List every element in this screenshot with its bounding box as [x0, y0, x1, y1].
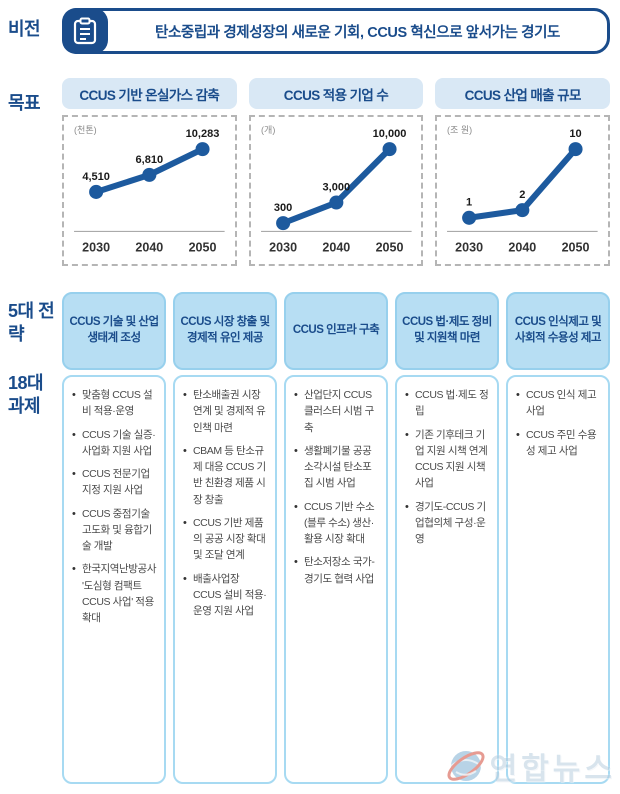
data-point-label: 10,283	[186, 129, 220, 141]
chart-unit-label: (조 원)	[447, 125, 472, 135]
task-item: CCUS 기반 제품의 공공 시장 확대 및 조달 연계	[183, 515, 269, 564]
strategy-column: CCUS 법·제도 정비 및 지원책 마련 CCUS 법·제도 정립기존 기후테…	[395, 292, 499, 784]
task-item: 탄소저장소 국가-경기도 협력 사업	[294, 554, 380, 587]
task-list: CCUS 인식 제고 사업 CCUS 주민 수용성 제고 사업	[516, 387, 602, 459]
task-list: 맞춤형 CCUS 설비 적용·운영 CCUS 기술 실증·사업화 지원 사업 CCU…	[72, 387, 158, 626]
strategy-column: CCUS 인프라 구축 산업단지 CCUS 클러스터 시범 구축생활폐기물 공공…	[284, 292, 388, 784]
strategy-column-title: CCUS 인식제고 및 사회적 수용성 제고	[506, 292, 610, 370]
goal-chart-card: CCUS 산업 매출 규모 (조 원) 1 2030 2 2040 10 2050	[435, 78, 611, 266]
chart-title: CCUS 기반 온실가스 감축	[62, 78, 237, 110]
strategy-column-title: CCUS 인프라 구축	[284, 292, 388, 370]
tasks-count-label: 18대 과제	[8, 373, 44, 416]
strategy-column-tasks: CCUS 법·제도 정립기존 기후테크 기업 지원 시책 연계 CCUS 지원 …	[395, 375, 499, 784]
data-point-label: 10	[570, 129, 582, 141]
strategy-column-title: CCUS 기술 및 산업 생태계 조성	[62, 292, 166, 370]
task-item: CCUS 중점기술 고도화 및 융합기술 개발	[72, 506, 158, 555]
task-item: CCUS 기술 실증·사업화 지원 사업	[72, 427, 158, 460]
task-list: 탄소배출권 시장 연계 및 경제적 유인책 마련 CBAM 등 탄소규제 대응 C…	[183, 387, 269, 619]
goal-chart-card: CCUS 적용 기업 수 (개) 300 2030 3,000 2040 10,000 20…	[248, 78, 424, 266]
strategy-column-tasks: 산업단지 CCUS 클러스터 시범 구축생활폐기물 공공소각시설 탄소포집 시범…	[284, 375, 388, 784]
vision-banner: 탄소중립과 경제성장의 새로운 기회, CCUS 혁신으로 앞서가는 경기도	[62, 8, 610, 54]
data-point-label: 3,000	[322, 182, 350, 194]
strategy-column: CCUS 기술 및 산업 생태계 조성 맞춤형 CCUS 설비 적용·운영 CCU…	[62, 292, 166, 784]
task-item: 배출사업장 CCUS 설비 적용·운영 지원 사업	[183, 571, 269, 620]
task-item: 한국지역난방공사 '도심형 컴팩트 CCUS 사업' 적용 확대	[72, 561, 158, 626]
task-item: CCUS 주민 수용성 제고 사업	[516, 427, 602, 460]
data-point-label: 1	[466, 197, 472, 209]
strategy-column-tasks: 탄소배출권 시장 연계 및 경제적 유인책 마련 CBAM 등 탄소규제 대응 C…	[173, 375, 277, 784]
strategy-column: CCUS 시장 창출 및 경제적 유인 제공 탄소배출권 시장 연계 및 경제적…	[173, 292, 277, 784]
task-item: 생활폐기물 공공소각시설 탄소포집 시범 사업	[294, 443, 380, 492]
task-item: 맞춤형 CCUS 설비 적용·운영	[72, 387, 158, 420]
strategy-columns: CCUS 기술 및 산업 생태계 조성 맞춤형 CCUS 설비 적용·운영 CCU…	[62, 292, 610, 784]
x-axis-tick-label: 2030	[269, 241, 297, 255]
x-axis-tick-label: 2040	[135, 241, 163, 255]
data-point-label: 6,810	[136, 154, 164, 166]
task-list: CCUS 법·제도 정립기존 기후테크 기업 지원 시책 연계 CCUS 지원 …	[405, 387, 491, 547]
x-axis-tick-label: 2050	[189, 241, 217, 255]
vision-label: 비전	[8, 19, 41, 39]
chart-unit-label: (개)	[261, 125, 275, 135]
chart-plot: (천톤) 4,510 2030 6,810 2040 10,283 2050	[62, 115, 237, 266]
task-item: CBAM 등 탄소규제 대응 CCUS 기반 친환경 제품 시장 창출	[183, 443, 269, 508]
task-item: 탄소배출권 시장 연계 및 경제적 유인책 마련	[183, 387, 269, 436]
strategy-column-title: CCUS 시장 창출 및 경제적 유인 제공	[173, 292, 277, 370]
goals-label: 목표	[8, 93, 41, 113]
task-item: CCUS 전문기업 지정 지원 사업	[72, 466, 158, 499]
strategy-column-title: CCUS 법·제도 정비 및 지원책 마련	[395, 292, 499, 370]
chart-plot: (조 원) 1 2030 2 2040 10 2050	[435, 115, 611, 266]
clipboard-icon	[62, 8, 108, 54]
goal-chart-card: CCUS 기반 온실가스 감축 (천톤) 4,510 2030 6,810 2040 10…	[62, 78, 237, 266]
x-axis-tick-label: 2050	[375, 241, 403, 255]
data-point-label: 300	[274, 203, 292, 215]
data-point-label: 10,000	[372, 129, 406, 141]
chart-title: CCUS 산업 매출 규모	[435, 78, 611, 110]
goal-charts: CCUS 기반 온실가스 감축 (천톤) 4,510 2030 6,810 2040 10…	[62, 78, 611, 266]
x-axis-tick-label: 2050	[562, 241, 590, 255]
task-item: 산업단지 CCUS 클러스터 시범 구축	[294, 387, 380, 436]
x-axis-tick-label: 2030	[82, 241, 110, 255]
data-point-label: 4,510	[82, 171, 110, 183]
task-item: CCUS 법·제도 정립	[405, 387, 491, 420]
vision-text: 탄소중립과 경제성장의 새로운 기회, CCUS 혁신으로 앞서가는 경기도	[155, 24, 560, 41]
chart-unit-label: (천톤)	[74, 125, 97, 135]
task-item: 기존 기후테크 기업 지원 시책 연계 CCUS 지원 시책 사업	[405, 427, 491, 492]
x-axis-tick-label: 2030	[456, 241, 484, 255]
strategies-count-label: 5대 전략	[8, 301, 55, 344]
strategy-column-tasks: 맞춤형 CCUS 설비 적용·운영 CCUS 기술 실증·사업화 지원 사업 CCU…	[62, 375, 166, 784]
data-point-label: 2	[520, 190, 526, 202]
chart-plot: (개) 300 2030 3,000 2040 10,000 2050	[248, 115, 424, 266]
x-axis-tick-label: 2040	[322, 241, 350, 255]
task-item: 경기도-CCUS 기업협의체 구성·운영	[405, 499, 491, 548]
strategy-column: CCUS 인식제고 및 사회적 수용성 제고 CCUS 인식 제고 사업CCUS…	[506, 292, 610, 784]
task-item: CCUS 기반 수소(블루 수소) 생산·활용 시장 확대	[294, 499, 380, 548]
strategy-column-tasks: CCUS 인식 제고 사업 CCUS 주민 수용성 제고 사업	[506, 375, 610, 784]
task-item: CCUS 인식 제고 사업	[516, 387, 602, 420]
chart-title: CCUS 적용 기업 수	[248, 78, 424, 110]
x-axis-tick-label: 2040	[509, 241, 537, 255]
task-list: 산업단지 CCUS 클러스터 시범 구축생활폐기물 공공소각시설 탄소포집 시범…	[294, 387, 380, 587]
